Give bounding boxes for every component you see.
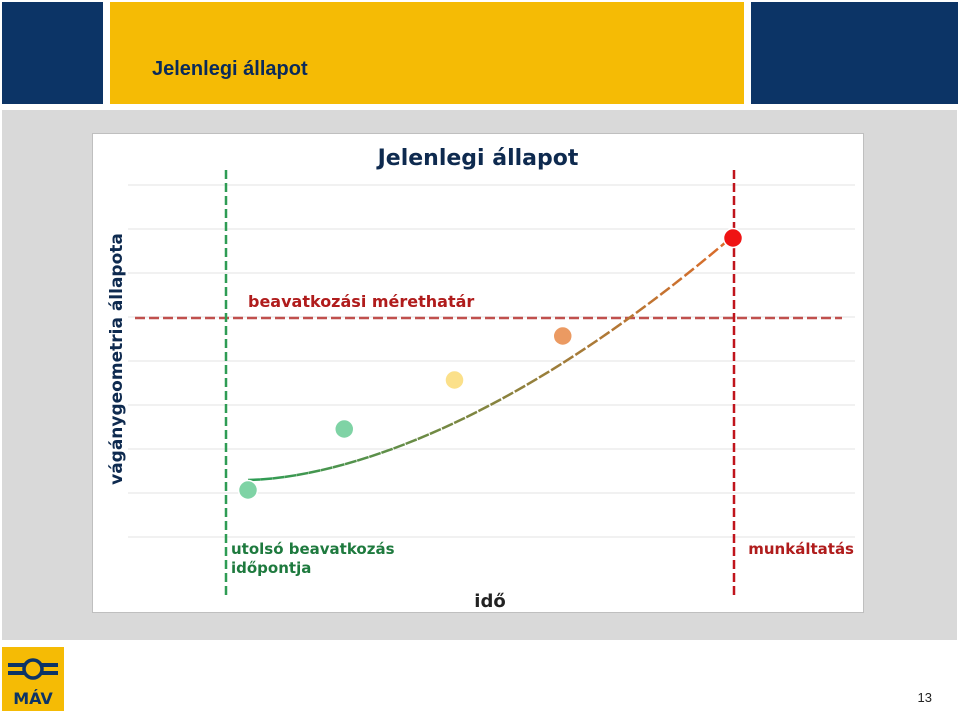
trend-segment [539,370,551,377]
trend-segment [503,392,515,399]
data-point [553,327,572,346]
page-number: 13 [918,690,932,705]
trend-segment [685,266,697,276]
trend-segment [345,461,357,465]
y-axis-label: vágánygeometria állapota [107,233,127,485]
trend-segment [478,405,490,411]
marker-label: időpontja [231,559,311,577]
trend-segment [369,453,381,457]
trend-segment [321,467,333,470]
data-point [239,481,258,500]
logo-text: MÁV [13,689,53,708]
trend-segment [697,256,709,266]
trend-segment [406,439,418,444]
trend-segment [491,398,503,404]
mav-logo: MÁV [2,647,64,711]
chart-grid [128,185,855,537]
marker-label: utolsó beavatkozás [231,540,395,558]
trend-segment [551,363,563,371]
mav-logo-mark: MÁV [2,647,64,711]
chart-svg: Jelenlegi állapot vágánygeometria állapo… [0,0,960,640]
trend-segment [575,347,587,355]
trend-segment [660,286,672,295]
threshold-label: beavatkozási mérethatár [248,292,474,311]
trend-segment [563,355,575,363]
trend-segment [588,339,600,347]
trend-segment [260,479,272,480]
trend-segment [636,304,648,313]
trend-segment [466,411,478,417]
data-point [445,371,464,390]
marker-label: munkáltatás [748,540,854,558]
trend-segment [600,330,612,338]
trend-segment [648,295,660,304]
data-point [724,229,743,248]
trend-segment [709,246,721,256]
chart-title: Jelenlegi állapot [376,146,579,171]
trend-segment [309,470,321,473]
trend-segment [430,429,442,434]
trend-segment [333,464,345,467]
trend-segment [454,417,466,423]
trend-segment [612,322,624,331]
trend-segment [297,473,309,475]
threshold-group: beavatkozási mérethatár [135,292,842,318]
trend-segment [394,444,406,449]
trend-segment [515,385,527,392]
data-point [335,420,354,439]
trend-segment [272,477,284,478]
trend-segment [357,457,369,461]
trend-segment [284,475,296,477]
points-group [239,229,743,500]
x-axis-label: idő [474,591,505,612]
trend-segment [418,434,430,439]
trend-segment [527,378,539,385]
trend-segment [672,276,684,286]
trend-segment [442,423,454,429]
